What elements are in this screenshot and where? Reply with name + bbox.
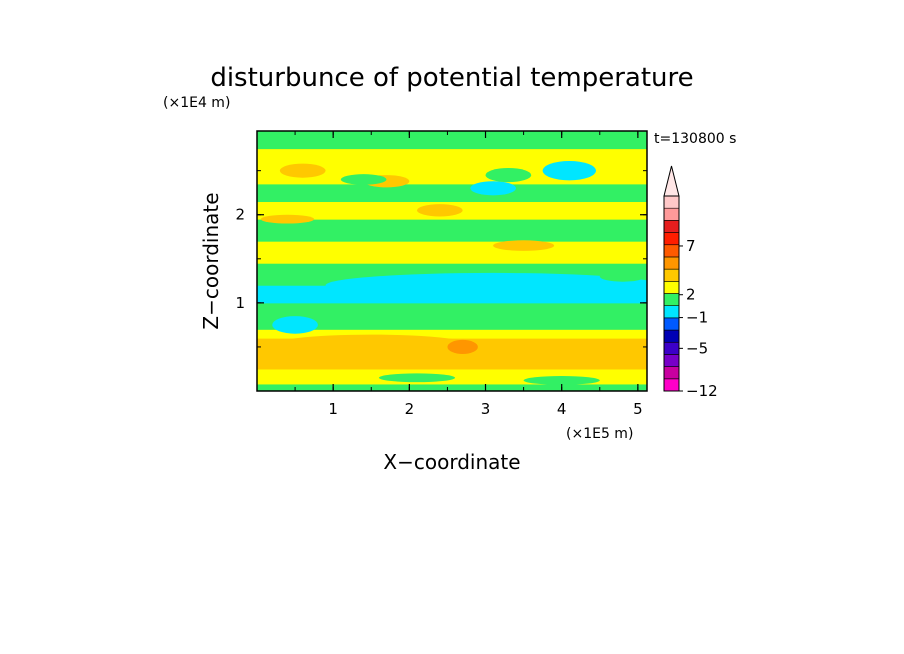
colorbar-label: −12 xyxy=(686,382,718,400)
colorbar-segment xyxy=(663,341,680,355)
colorbar-segment xyxy=(663,256,680,270)
contour-region xyxy=(279,163,326,178)
colorbar-segment xyxy=(663,207,680,221)
contour-region xyxy=(378,373,456,383)
colorbar-segment xyxy=(663,244,680,258)
contour-region xyxy=(447,339,478,354)
colorbar-segment xyxy=(663,305,680,319)
y-axis-label: Z−coordinate xyxy=(199,192,223,329)
colorbar-label: 7 xyxy=(686,237,696,255)
colorbar-segment xyxy=(663,293,680,306)
contour-region xyxy=(264,334,478,360)
contour-region xyxy=(416,204,463,217)
y-tick-label: 1 xyxy=(235,294,245,312)
x-tick-label: 2 xyxy=(405,400,415,418)
contour-band xyxy=(257,383,647,391)
contour-region xyxy=(493,240,555,251)
chart-title: disturbunce of potential temperature xyxy=(210,63,693,93)
contour-region xyxy=(260,214,315,224)
colorbar: −12−5−127 xyxy=(663,165,718,400)
contour-band xyxy=(257,329,647,339)
colorbar-extend-arrow xyxy=(663,165,680,197)
contour-region xyxy=(599,271,646,282)
contour-band xyxy=(257,131,647,150)
contour-region xyxy=(542,160,596,181)
y-unit-label: (×1E4 m) xyxy=(163,95,230,111)
colorbar-label: 2 xyxy=(686,286,696,304)
x-tick-label: 5 xyxy=(633,400,643,418)
colorbar-frame xyxy=(663,195,680,392)
axis-ticks: 1 2 3 4 5 1 2 xyxy=(235,131,647,418)
contour-region xyxy=(470,181,516,196)
colorbar-segment xyxy=(663,195,680,209)
contour-band xyxy=(257,183,647,203)
contour-region xyxy=(485,168,532,183)
colorbar-segment xyxy=(663,220,680,233)
y-tick-label: 2 xyxy=(235,206,245,224)
colorbar-segment xyxy=(663,354,680,367)
colorbar-segment xyxy=(663,329,680,343)
x-tick-label: 3 xyxy=(481,400,491,418)
colorbar-segment xyxy=(663,268,680,282)
x-unit-label: (×1E5 m) xyxy=(566,426,633,442)
plot-area xyxy=(257,131,647,391)
colorbar-segment xyxy=(663,366,680,380)
colorbar-segment xyxy=(663,232,680,246)
colorbar-segment xyxy=(663,317,680,331)
x-axis-label: X−coordinate xyxy=(383,450,520,474)
contour-region xyxy=(325,272,647,298)
colorbar-label: −5 xyxy=(686,339,708,357)
contour-region xyxy=(538,339,646,364)
contour-band xyxy=(257,241,647,264)
plot-frame xyxy=(256,130,648,392)
colorbar-segment xyxy=(663,281,680,294)
colorbar-label: −1 xyxy=(686,309,708,327)
time-label: t=130800 s xyxy=(654,131,736,147)
x-tick-label: 1 xyxy=(328,400,338,418)
contour-band xyxy=(257,302,647,330)
contour-band xyxy=(257,219,647,242)
x-tick-label: 4 xyxy=(557,400,567,418)
contour-region xyxy=(523,376,600,385)
colorbar-segment xyxy=(663,378,680,392)
contour-region xyxy=(340,174,387,185)
contour-region xyxy=(272,316,318,334)
